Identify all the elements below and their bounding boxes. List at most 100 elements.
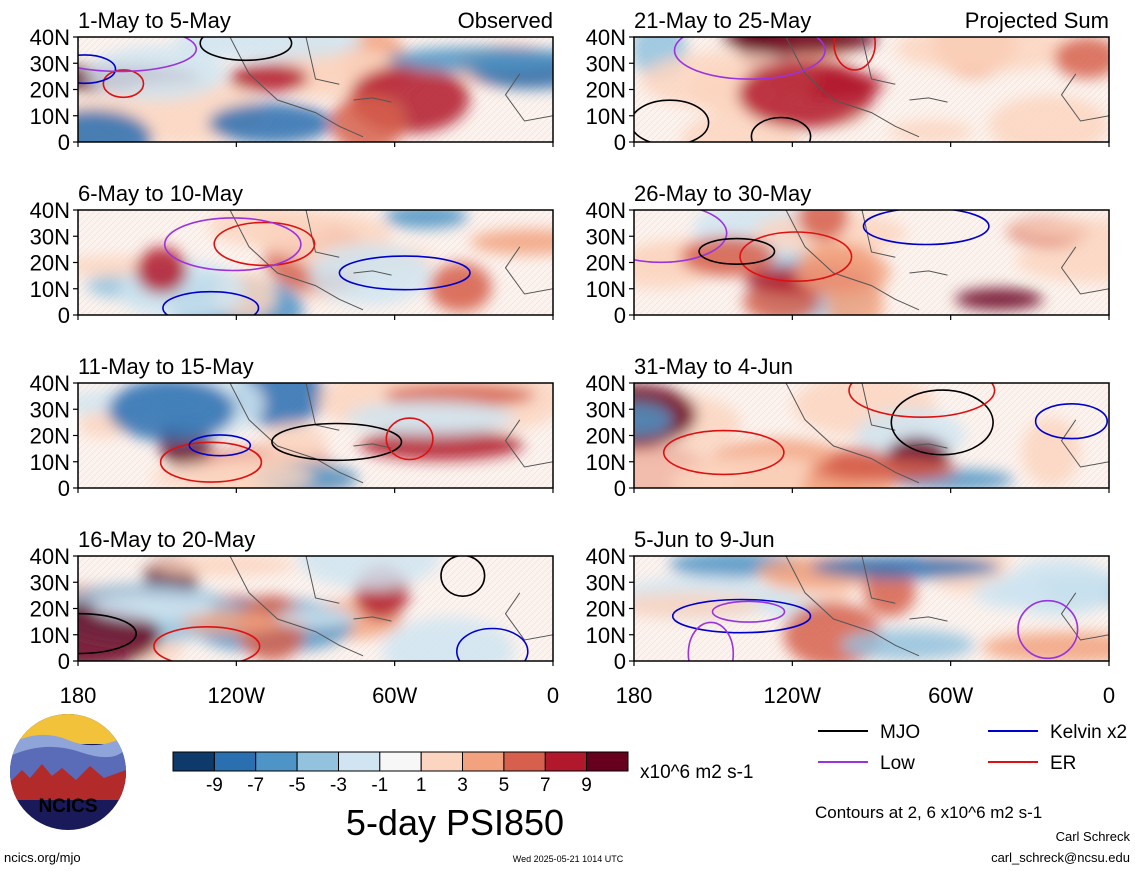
lat-tick-label: 10N xyxy=(586,277,626,302)
colorbar-bin xyxy=(586,751,629,772)
lat-tick-label: 30N xyxy=(586,397,626,422)
lat-tick-label: 0 xyxy=(58,476,70,501)
lat-tick-label: 30N xyxy=(586,51,626,76)
colorbar-label: 5 xyxy=(499,775,510,796)
lon-tick-label: 180 xyxy=(616,683,653,708)
colorbar-label: 9 xyxy=(581,775,592,796)
colorbar-bin xyxy=(544,751,588,772)
lat-tick-label: 0 xyxy=(614,649,626,674)
colorbar-units: x10^6 m2 s-1 xyxy=(640,762,753,783)
panel-label: 1-May to 5-May xyxy=(78,8,231,33)
lat-tick-label: 30N xyxy=(30,51,70,76)
panel-label: 11-May to 15-May xyxy=(78,354,254,379)
lat-tick-label: 10N xyxy=(30,277,70,302)
lat-tick-label: 40N xyxy=(586,544,626,569)
colorbar-bin xyxy=(338,751,381,772)
legend-label: Kelvin x2 xyxy=(1050,722,1127,743)
panel-label: 6-May to 10-May xyxy=(78,181,243,206)
lat-tick-label: 20N xyxy=(30,597,70,622)
logo-text: NCICS xyxy=(38,796,97,817)
lat-tick-label: 40N xyxy=(586,371,626,396)
colorbar-bin xyxy=(213,751,257,772)
lat-tick-label: 10N xyxy=(30,450,70,475)
legend-label: ER xyxy=(1050,753,1076,774)
lat-tick-label: 20N xyxy=(30,251,70,276)
lat-tick-label: 20N xyxy=(30,424,70,449)
contour-note: Contours at 2, 6 x10^6 m2 s-1 xyxy=(815,803,1042,822)
colorbar-bin xyxy=(503,751,546,772)
panel-label: 26-May to 30-May xyxy=(634,181,811,206)
colorbar-label: -3 xyxy=(330,775,347,796)
colorbar-label: -9 xyxy=(206,775,223,796)
colorbar-bin xyxy=(172,751,215,772)
colorbar-label: 3 xyxy=(457,775,468,796)
column-label: Observed xyxy=(458,8,553,33)
legend-label: MJO xyxy=(880,722,920,743)
lat-tick-label: 30N xyxy=(586,570,626,595)
colorbar-bin xyxy=(296,751,340,772)
chart-title: 5-day PSI850 xyxy=(346,802,564,843)
colorbar-bin xyxy=(420,751,464,772)
lat-tick-label: 40N xyxy=(30,544,70,569)
lat-tick-label: 10N xyxy=(586,623,626,648)
lat-tick-label: 20N xyxy=(30,78,70,103)
colorbar-label: 7 xyxy=(540,775,551,796)
lon-tick-label: 60W xyxy=(928,683,973,708)
lat-tick-label: 0 xyxy=(58,303,70,328)
panel-label: 16-May to 20-May xyxy=(78,527,255,552)
panel-label: 5-Jun to 9-Jun xyxy=(634,527,775,552)
lat-tick-label: 20N xyxy=(586,251,626,276)
lat-tick-label: 40N xyxy=(30,25,70,50)
lat-tick-label: 10N xyxy=(30,623,70,648)
colorbar-label: 1 xyxy=(416,775,427,796)
lat-tick-label: 0 xyxy=(614,303,626,328)
lon-tick-label: 0 xyxy=(1103,683,1115,708)
colorbar-label: -5 xyxy=(289,775,306,796)
lat-tick-label: 10N xyxy=(586,450,626,475)
colorbar-bin xyxy=(379,751,422,772)
ncics-logo: NCICS xyxy=(10,714,126,830)
lat-tick-label: 20N xyxy=(586,78,626,103)
lat-tick-label: 40N xyxy=(30,371,70,396)
lat-tick-label: 20N xyxy=(586,597,626,622)
legend: MJO Kelvin x2 Low ER xyxy=(818,722,1127,774)
lat-tick-label: 40N xyxy=(586,25,626,50)
lat-tick-label: 0 xyxy=(58,649,70,674)
lat-tick-label: 0 xyxy=(614,130,626,155)
footer-timestamp: Wed 2025-05-21 1014 UTC xyxy=(513,854,624,864)
lat-tick-label: 10N xyxy=(30,104,70,129)
lat-tick-label: 30N xyxy=(586,224,626,249)
colorbar: -9 -7 -5 -3 -1 1 3 5 7 9 xyxy=(172,751,629,796)
lat-tick-label: 40N xyxy=(30,198,70,223)
lon-tick-label: 180 xyxy=(60,683,97,708)
footer-url[interactable]: ncics.org/mjo xyxy=(4,850,81,865)
colorbar-label: -1 xyxy=(371,775,388,796)
lon-tick-label: 120W xyxy=(208,683,266,708)
lat-tick-label: 40N xyxy=(586,198,626,223)
lat-tick-label: 30N xyxy=(30,397,70,422)
lat-tick-label: 10N xyxy=(586,104,626,129)
footer-email[interactable]: carl_schreck@ncsu.edu xyxy=(991,850,1130,865)
colorbar-bin xyxy=(462,751,505,772)
colorbar-label: -7 xyxy=(247,775,264,796)
lat-tick-label: 0 xyxy=(58,130,70,155)
lat-tick-label: 20N xyxy=(586,424,626,449)
lon-tick-label: 0 xyxy=(547,683,559,708)
footer-author: Carl Schreck xyxy=(1056,829,1131,844)
lat-tick-label: 0 xyxy=(614,476,626,501)
lat-tick-label: 30N xyxy=(30,570,70,595)
lon-tick-label: 120W xyxy=(764,683,822,708)
panel-label: 31-May to 4-Jun xyxy=(634,354,793,379)
column-label: Projected Sum xyxy=(965,8,1109,33)
lon-tick-label: 60W xyxy=(372,683,417,708)
legend-label: Low xyxy=(880,753,915,774)
panel-label: 21-May to 25-May xyxy=(634,8,811,33)
lat-tick-label: 30N xyxy=(30,224,70,249)
